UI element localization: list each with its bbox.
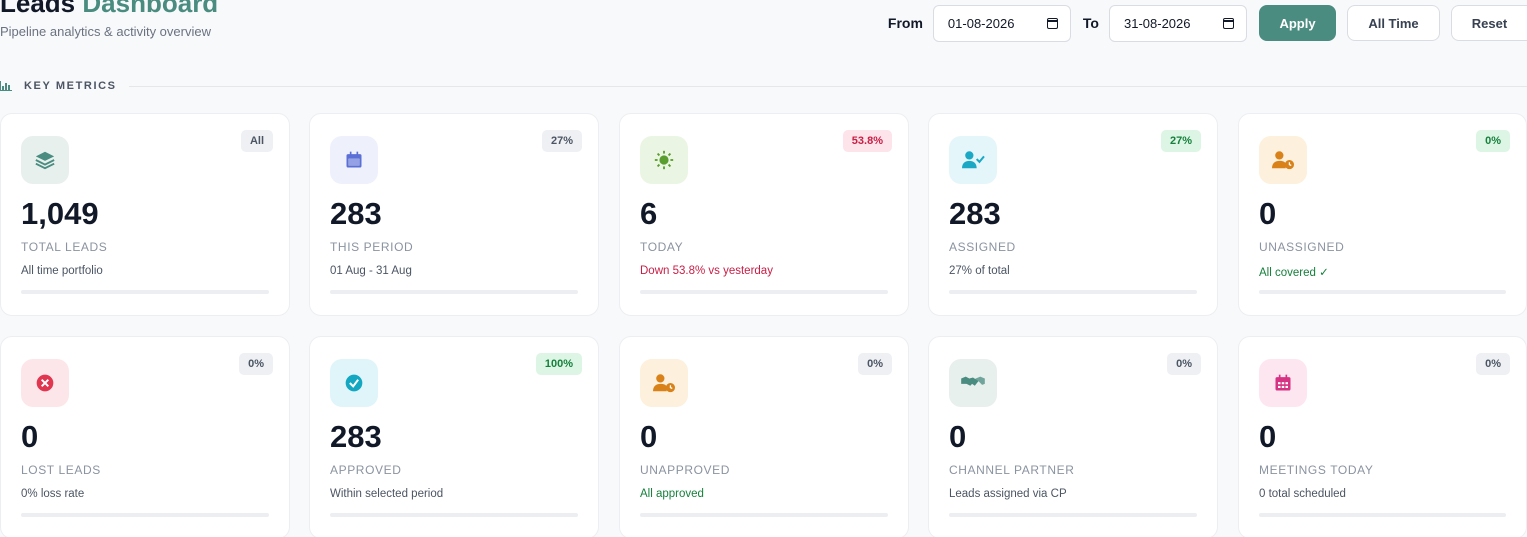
bar-chart-icon bbox=[0, 81, 12, 91]
metric-value: 283 bbox=[330, 419, 382, 454]
metric-description: All covered ✓ bbox=[1259, 267, 1329, 279]
date-filter-bar: From 01-08-2026 To 31-08-2026 Apply All … bbox=[888, 4, 1527, 42]
metric-value: 0 bbox=[21, 419, 39, 454]
x-circle-icon bbox=[21, 359, 69, 407]
metric-badge: All bbox=[240, 130, 273, 152]
from-label: From bbox=[887, 15, 923, 31]
metric-description: All approved bbox=[640, 488, 704, 500]
metric-progress-track bbox=[949, 513, 1197, 517]
page-subtitle: Pipeline analytics & activity overview bbox=[0, 24, 211, 39]
metric-value: 283 bbox=[330, 196, 382, 231]
metric-label: TOTAL LEADS bbox=[21, 240, 108, 254]
metric-description: 0 total scheduled bbox=[1259, 488, 1346, 500]
key-metrics-section-header: KEY METRICS bbox=[0, 78, 1527, 94]
metric-label: APPROVED bbox=[330, 463, 402, 477]
metric-progress-track bbox=[640, 513, 888, 517]
metric-badge: 0% bbox=[1476, 353, 1510, 375]
metric-value: 0 bbox=[949, 419, 967, 454]
metric-progress-track bbox=[1259, 513, 1506, 517]
metric-label: UNAPPROVED bbox=[640, 463, 731, 477]
metric-progress-track bbox=[330, 290, 578, 294]
calendar-icon bbox=[330, 136, 378, 184]
metric-badge: 27% bbox=[1160, 130, 1201, 152]
metric-card-assigned: 27% 283 ASSIGNED 27% of total bbox=[928, 113, 1218, 316]
metric-badge: 53.8% bbox=[842, 130, 892, 152]
to-label: To bbox=[1082, 15, 1099, 31]
metric-value: 0 bbox=[1259, 419, 1277, 454]
metric-label: CHANNEL PARTNER bbox=[949, 463, 1075, 477]
calendar-grid-icon bbox=[1259, 359, 1307, 407]
calendar-icon[interactable] bbox=[1223, 17, 1234, 29]
metric-value: 1,049 bbox=[21, 196, 99, 231]
metric-label: TODAY bbox=[640, 240, 684, 254]
from-date-value: 01-08-2026 bbox=[947, 15, 1015, 31]
reset-button[interactable]: Reset bbox=[1451, 5, 1527, 41]
calendar-icon[interactable] bbox=[1046, 17, 1058, 29]
to-date-input[interactable]: 31-08-2026 bbox=[1109, 4, 1247, 42]
apply-button[interactable]: Apply bbox=[1259, 5, 1336, 41]
metric-card-unassigned: 0% 0 UNASSIGNED All covered ✓ bbox=[1238, 113, 1527, 316]
check-circle-icon bbox=[330, 359, 378, 407]
metric-label: THIS PERIOD bbox=[330, 240, 414, 254]
metric-progress-track bbox=[330, 513, 578, 517]
metric-card-channel-partner: 0% 0 CHANNEL PARTNER Leads assigned via … bbox=[928, 336, 1218, 537]
user-clock-icon bbox=[640, 359, 688, 407]
metric-description: 27% of total bbox=[949, 265, 1010, 277]
metric-value: 0 bbox=[640, 419, 658, 454]
metric-progress-track bbox=[640, 290, 888, 294]
page-title-accent: Dashboard bbox=[82, 0, 219, 18]
page-header: Leads Dashboard Pipeline analytics & act… bbox=[0, 0, 1527, 70]
metric-card-approved: 100% 283 APPROVED Within selected period bbox=[309, 336, 599, 537]
section-title: KEY METRICS bbox=[24, 80, 117, 92]
page-title: Leads Dashboard bbox=[0, 0, 218, 19]
handshake-icon bbox=[949, 359, 997, 407]
metric-badge: 0% bbox=[1167, 353, 1201, 375]
metric-description: Leads assigned via CP bbox=[949, 488, 1067, 500]
metric-label: LOST LEADS bbox=[21, 463, 101, 477]
metric-value: 0 bbox=[1259, 196, 1277, 231]
metric-card-total-leads: All 1,049 TOTAL LEADS All time portfolio bbox=[0, 113, 290, 316]
metric-card-meetings-today: 0% 0 MEETINGS TODAY 0 total scheduled bbox=[1238, 336, 1527, 537]
section-divider bbox=[128, 85, 1527, 87]
metric-description: Within selected period bbox=[330, 488, 444, 500]
metric-card-unapproved: 0% 0 UNAPPROVED All approved bbox=[619, 336, 909, 537]
metric-card-lost-leads: 0% 0 LOST LEADS 0% loss rate bbox=[0, 336, 290, 537]
metric-card-today: 53.8% 6 TODAY Down 53.8% vs yesterday bbox=[619, 113, 909, 316]
metric-progress-track bbox=[1259, 290, 1506, 294]
metric-badge: 100% bbox=[535, 353, 582, 375]
metric-badge: 0% bbox=[239, 353, 273, 375]
metric-progress-track bbox=[949, 290, 1197, 294]
user-check-icon bbox=[949, 136, 997, 184]
sun-icon bbox=[640, 136, 688, 184]
metric-progress-track bbox=[21, 290, 269, 294]
metric-label: ASSIGNED bbox=[949, 240, 1016, 254]
metric-card-this-period: 27% 283 THIS PERIOD 01 Aug - 31 Aug bbox=[309, 113, 599, 316]
metric-description: Down 53.8% vs yesterday bbox=[640, 265, 773, 277]
all-time-button[interactable]: All Time bbox=[1347, 5, 1440, 41]
metric-description: All time portfolio bbox=[21, 265, 103, 277]
to-date-value: 31-08-2026 bbox=[1124, 15, 1191, 31]
metric-badge: 27% bbox=[541, 130, 582, 152]
metric-badge: 0% bbox=[858, 353, 892, 375]
metric-description: 0% loss rate bbox=[21, 488, 85, 500]
user-clock-icon bbox=[1259, 136, 1307, 184]
from-date-input[interactable]: 01-08-2026 bbox=[932, 4, 1071, 42]
page-title-main: Leads bbox=[0, 0, 76, 18]
metric-label: UNASSIGNED bbox=[1259, 240, 1345, 254]
metric-progress-track bbox=[21, 513, 269, 517]
metric-badge: 0% bbox=[1476, 130, 1510, 152]
metric-value: 283 bbox=[949, 196, 1001, 231]
metric-description: 01 Aug - 31 Aug bbox=[330, 265, 412, 277]
metric-label: MEETINGS TODAY bbox=[1259, 463, 1374, 477]
metric-value: 6 bbox=[640, 196, 658, 231]
layers-icon bbox=[21, 136, 69, 184]
